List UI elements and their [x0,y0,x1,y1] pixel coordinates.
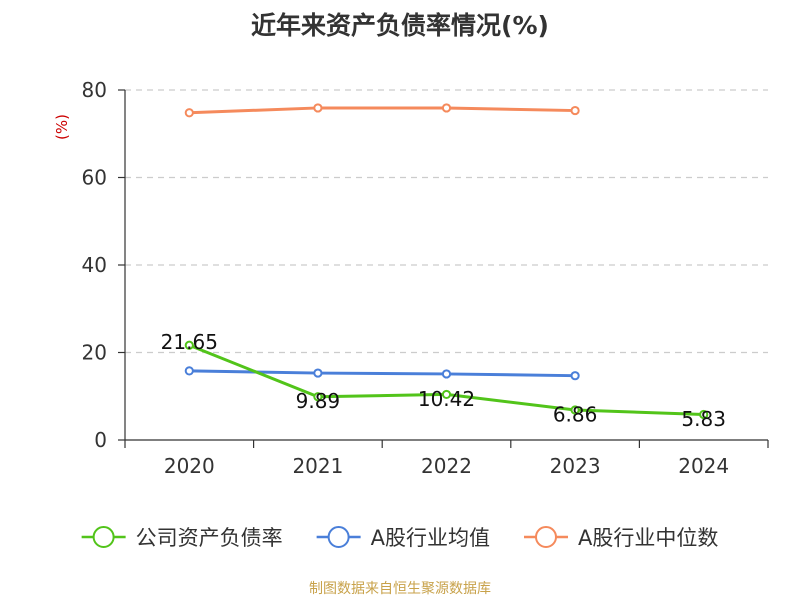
legend: 公司资产负债率 A股行业均值 A股行业中位数 [81,526,718,550]
y-tick-label: 80 [82,78,107,102]
data-label: 9.89 [296,389,341,413]
legend-circle-icon [327,526,350,548]
legend-circle-icon [535,526,557,548]
data-point [184,366,194,376]
series-lines [184,103,709,420]
legend-item[interactable]: A股行业均值 [316,526,490,550]
data-point [441,389,452,400]
data-point [441,103,452,113]
data-label: 10.42 [418,387,475,411]
data-source-note: 制图数据来自恒生聚源数据库 [309,581,491,597]
y-tick-label: 0 [94,428,107,452]
x-tick-label: 2021 [292,454,343,478]
y-tick-label: 20 [82,341,107,365]
data-point [441,369,452,379]
y-axis-unit-label: (%) [53,114,71,140]
x-tick-label: 2023 [550,454,601,478]
y-tick-label: 60 [82,166,107,190]
legend-item[interactable]: 公司资产负债率 [81,526,283,550]
data-point [313,368,323,378]
data-labels: 21.65 9.89 10.42 6.86 5.83 [161,330,726,431]
data-point [313,103,323,113]
grid-lines [125,89,768,354]
data-point [313,392,323,402]
legend-label: 公司资产负债率 [136,526,283,550]
data-label: 6.86 [553,402,598,426]
legend-label: A股行业均值 [371,526,490,550]
data-point [699,409,709,420]
x-tick-label: 2020 [164,454,215,478]
x-tick-label: 2024 [678,454,729,478]
data-point [184,108,194,118]
data-point [184,340,194,350]
y-tick-label: 40 [82,253,107,277]
data-point [570,371,580,381]
legend-item[interactable]: A股行业中位数 [524,526,718,550]
data-label: 21.65 [161,330,218,354]
chart-title: 近年来资产负债率情况(%) [251,11,549,40]
axes: 0 20 40 60 80 2020 2021 2022 2023 2024 (%) [53,78,769,478]
series-line [189,369,576,378]
data-point [570,105,580,116]
legend-circle-icon [92,526,115,548]
legend-label: A股行业中位数 [578,526,718,550]
data-point [570,405,580,415]
data-label: 5.83 [681,407,726,431]
series-line [189,106,576,115]
x-tick-label: 2022 [421,454,472,478]
